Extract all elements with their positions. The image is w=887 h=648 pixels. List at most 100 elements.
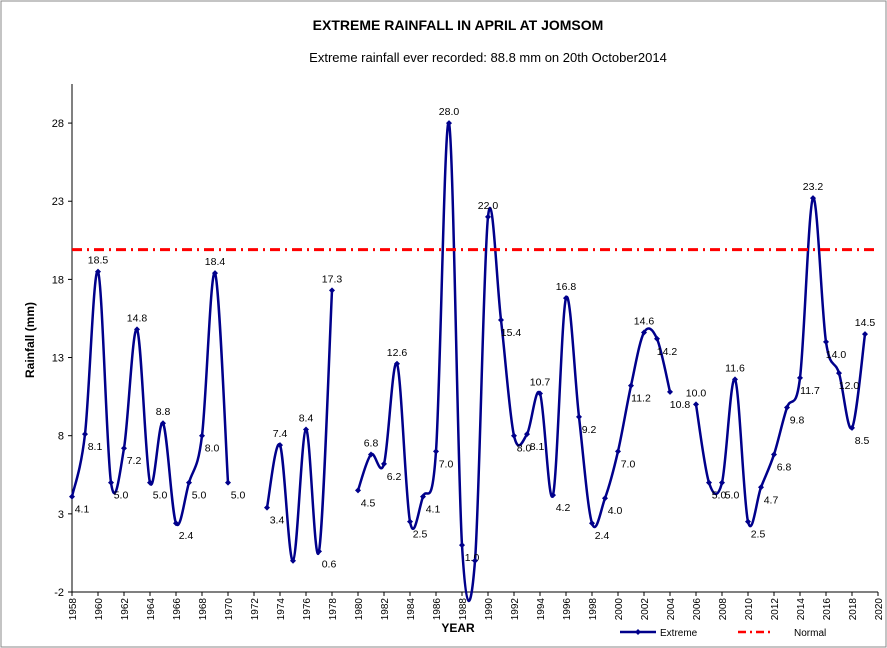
point xyxy=(589,520,595,527)
data-label: 4.0 xyxy=(608,505,623,517)
data-label: 8.0 xyxy=(205,443,220,455)
point xyxy=(277,442,283,449)
data-label: 2.5 xyxy=(413,529,428,541)
data-label: 8.1 xyxy=(88,441,103,453)
data-label: 6.8 xyxy=(364,437,379,449)
data-label: 7.2 xyxy=(127,455,142,467)
point xyxy=(173,520,179,527)
data-label: 7.0 xyxy=(439,458,454,470)
point xyxy=(732,376,738,383)
data-label: 7.0 xyxy=(621,458,636,470)
x-tick-label: 1982 xyxy=(380,598,391,621)
point xyxy=(511,432,517,439)
x-tick-label: 1964 xyxy=(146,598,157,621)
point xyxy=(758,484,764,491)
data-label: 14.5 xyxy=(855,317,876,329)
point xyxy=(836,370,842,377)
data-label: 18.5 xyxy=(88,255,109,267)
x-tick-label: 1980 xyxy=(354,598,365,621)
point xyxy=(706,479,712,486)
point xyxy=(407,518,413,525)
point xyxy=(576,413,582,420)
point xyxy=(771,451,777,458)
point xyxy=(641,329,647,336)
point xyxy=(368,451,374,458)
data-label: 14.8 xyxy=(127,312,148,324)
x-tick-label: 2014 xyxy=(796,598,807,621)
y-tick-label: 3 xyxy=(58,509,64,521)
point xyxy=(394,360,400,367)
x-tick-label: 1968 xyxy=(198,598,209,621)
point xyxy=(745,518,751,525)
y-tick-label: -2 xyxy=(54,587,64,599)
chart-subtitle: Extreme rainfall ever recorded: 88.8 mm … xyxy=(309,50,667,65)
extreme-line xyxy=(70,121,867,603)
data-label: 5.0 xyxy=(712,490,727,502)
data-label: 18.4 xyxy=(205,256,226,268)
data-label: 5.0 xyxy=(153,490,168,502)
point xyxy=(628,382,634,389)
data-label: 15.4 xyxy=(501,327,522,339)
point xyxy=(550,492,556,499)
data-label: 4.5 xyxy=(361,497,376,509)
point xyxy=(290,557,296,564)
data-label: 17.3 xyxy=(322,273,343,285)
point xyxy=(823,338,829,345)
x-tick-label: 2006 xyxy=(692,598,703,621)
x-tick-label: 1960 xyxy=(94,598,105,621)
data-label: 3.4 xyxy=(270,515,285,527)
data-label: 11.7 xyxy=(800,385,820,397)
data-label: 5.0 xyxy=(725,490,740,502)
x-tick-label: 1962 xyxy=(120,598,131,621)
point xyxy=(264,504,270,511)
x-tick-label: 2010 xyxy=(744,598,755,621)
data-label: 4.1 xyxy=(75,504,90,516)
x-tick-label: 1986 xyxy=(432,598,443,621)
point xyxy=(160,420,166,427)
point xyxy=(498,317,504,324)
point xyxy=(784,404,790,411)
x-tick-label: 1976 xyxy=(302,598,313,621)
point xyxy=(225,479,231,486)
x-tick-label: 1998 xyxy=(588,598,599,621)
data-label: 22.0 xyxy=(478,200,499,212)
data-label: 6.8 xyxy=(777,461,792,473)
x-tick-label: 1990 xyxy=(484,598,495,621)
x-tick-label: 1978 xyxy=(328,598,339,621)
point xyxy=(95,268,101,275)
x-tick-label: 2020 xyxy=(874,598,885,621)
data-label: 14.0 xyxy=(826,349,847,361)
point xyxy=(381,460,387,467)
data-label: 11.6 xyxy=(725,362,745,374)
point xyxy=(329,287,335,294)
y-tick-label: 8 xyxy=(58,431,64,443)
y-tick-label: 28 xyxy=(52,118,64,130)
x-tick-label: 1994 xyxy=(536,598,547,621)
y-tick-label: 18 xyxy=(52,274,64,286)
x-tick-label: 2002 xyxy=(640,598,651,621)
legend-extreme-marker xyxy=(635,629,641,635)
point xyxy=(524,431,530,438)
data-label: 10.0 xyxy=(686,387,707,399)
y-tick-label: 23 xyxy=(52,196,64,208)
data-label: 8.4 xyxy=(299,412,314,424)
x-tick-label: 1970 xyxy=(224,598,235,621)
point xyxy=(563,295,569,302)
data-label: 9.2 xyxy=(582,424,597,436)
point xyxy=(719,479,725,486)
point xyxy=(459,542,465,549)
point xyxy=(693,401,699,408)
data-label: 2.4 xyxy=(179,530,194,542)
x-tick-label: 1996 xyxy=(562,598,573,621)
data-label: 8.1 xyxy=(530,441,545,453)
data-label: 14.6 xyxy=(634,316,655,328)
data-label: 23.2 xyxy=(803,181,824,193)
legend-label: Normal xyxy=(794,628,826,639)
data-label: 0.6 xyxy=(322,558,337,570)
x-tick-label: 2016 xyxy=(822,598,833,621)
data-label: 4.1 xyxy=(426,504,441,516)
point xyxy=(485,213,491,220)
point xyxy=(82,431,88,438)
